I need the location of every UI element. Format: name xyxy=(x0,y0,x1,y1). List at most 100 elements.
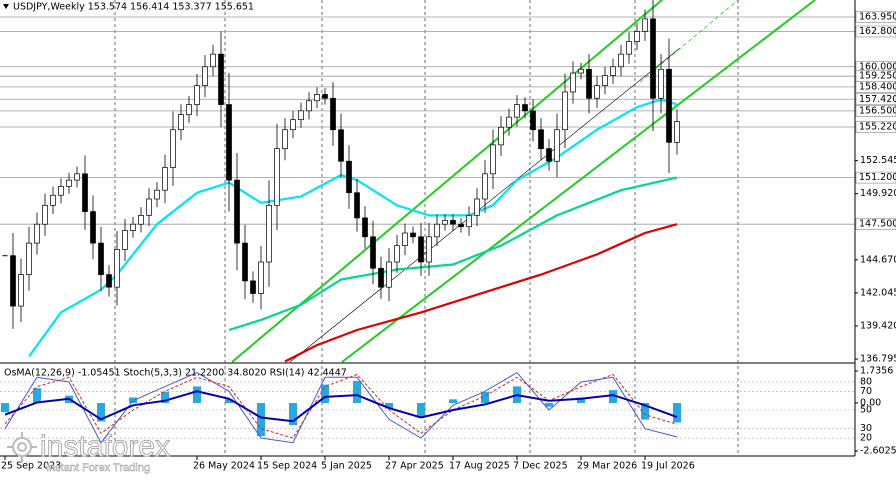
candle xyxy=(82,173,88,212)
x-tick-label: 5 Jan 2025 xyxy=(321,461,372,472)
osma-tick-label: 0.00 xyxy=(860,398,881,409)
level-label: 158.400 xyxy=(859,81,896,92)
level-label: 155.220 xyxy=(859,121,896,132)
osma-bar xyxy=(257,403,265,437)
y-tick-label: 142.045 xyxy=(860,287,896,298)
x-tick-label: 27 Apr 2025 xyxy=(385,461,444,472)
level-label-box xyxy=(855,105,896,117)
osma-tick-label: -2.6025 xyxy=(860,446,896,457)
osma-bar xyxy=(481,391,489,404)
candle xyxy=(66,179,72,187)
candle xyxy=(202,66,208,87)
osma-tick-label: 1.7356 xyxy=(860,366,893,377)
y-tick-label: 139.420 xyxy=(860,320,896,331)
x-tick-label: 7 Dec 2025 xyxy=(513,461,568,472)
level-label-box xyxy=(855,121,896,133)
candle xyxy=(498,126,504,146)
osc-tick-label: 70 xyxy=(860,386,872,397)
osma-bar xyxy=(193,386,201,404)
osc-tick-label: 80 xyxy=(860,376,872,387)
candle xyxy=(522,104,528,112)
candle xyxy=(586,68,592,99)
candle xyxy=(322,94,328,99)
osma-bar xyxy=(33,388,41,404)
candle xyxy=(642,18,648,32)
y-tick-label: 152.545 xyxy=(860,155,896,166)
candle xyxy=(258,261,264,294)
osc-tick-label: 50 xyxy=(860,405,872,416)
level-label: 162.800 xyxy=(859,26,896,37)
osma-bar xyxy=(641,403,649,420)
candle xyxy=(418,236,424,263)
candle xyxy=(410,232,416,238)
watermark: instaforex Instant Forex Trading xyxy=(7,430,170,474)
candle xyxy=(290,119,296,131)
candle xyxy=(58,186,64,196)
level-label: 163.950 xyxy=(859,12,896,23)
y-tick-label: 149.920 xyxy=(860,188,896,199)
candle xyxy=(34,223,40,244)
candle xyxy=(514,104,520,118)
candle xyxy=(634,31,640,42)
candle xyxy=(74,173,80,181)
osma-bar xyxy=(289,403,297,426)
candle xyxy=(170,129,176,168)
candle xyxy=(226,104,232,181)
candle xyxy=(538,129,544,149)
candle xyxy=(386,261,392,288)
candle xyxy=(450,220,456,225)
candle xyxy=(346,160,352,194)
candle xyxy=(146,198,152,216)
watermark-logo xyxy=(7,432,37,462)
stoch-signal-line xyxy=(4,373,678,439)
candle xyxy=(474,198,480,216)
candle xyxy=(458,223,464,228)
candle xyxy=(506,116,512,128)
candle xyxy=(18,274,24,307)
watermark-brand: instaforex xyxy=(40,430,170,463)
x-tick-label: 19 Jul 2026 xyxy=(641,461,695,472)
candle xyxy=(10,255,16,307)
watermark-slogan: Instant Forex Trading xyxy=(46,462,150,474)
osma-bar xyxy=(97,403,105,422)
candle xyxy=(394,245,400,263)
candle xyxy=(26,242,32,275)
level-label-box xyxy=(855,81,896,93)
level-label: 156.500 xyxy=(859,105,896,116)
level-label-box xyxy=(855,171,896,184)
candle xyxy=(426,236,432,263)
candle xyxy=(42,204,48,225)
level-label-box xyxy=(855,93,896,106)
osma-bar xyxy=(385,403,393,409)
x-tick-label: 17 Aug 2025 xyxy=(449,461,510,472)
osma-bar xyxy=(673,403,681,423)
x-tick-label: 15 Sep 2024 xyxy=(257,461,317,472)
osma-bar xyxy=(609,390,617,404)
candle xyxy=(466,215,472,228)
candle xyxy=(674,121,680,143)
candle xyxy=(626,41,632,55)
candle xyxy=(570,72,576,93)
candle xyxy=(298,110,304,121)
candle xyxy=(306,100,312,112)
candle xyxy=(186,104,192,115)
level-label: 151.200 xyxy=(859,172,896,183)
levels xyxy=(0,16,855,225)
candle xyxy=(218,53,224,105)
candle xyxy=(666,68,672,143)
candle xyxy=(138,215,144,225)
candle xyxy=(154,189,160,200)
candle xyxy=(282,129,288,149)
moving-average xyxy=(284,223,678,363)
candle xyxy=(618,53,624,68)
candle xyxy=(362,217,368,238)
candle xyxy=(378,267,384,288)
osma-bar xyxy=(321,384,329,404)
chart-title: USDJPY,Weekly 153.574 156.414 153.377 15… xyxy=(13,2,254,13)
x-tick-label: 29 Mar 2026 xyxy=(577,461,637,472)
candle xyxy=(178,114,184,131)
header-icon xyxy=(3,4,9,9)
candle xyxy=(490,144,496,175)
